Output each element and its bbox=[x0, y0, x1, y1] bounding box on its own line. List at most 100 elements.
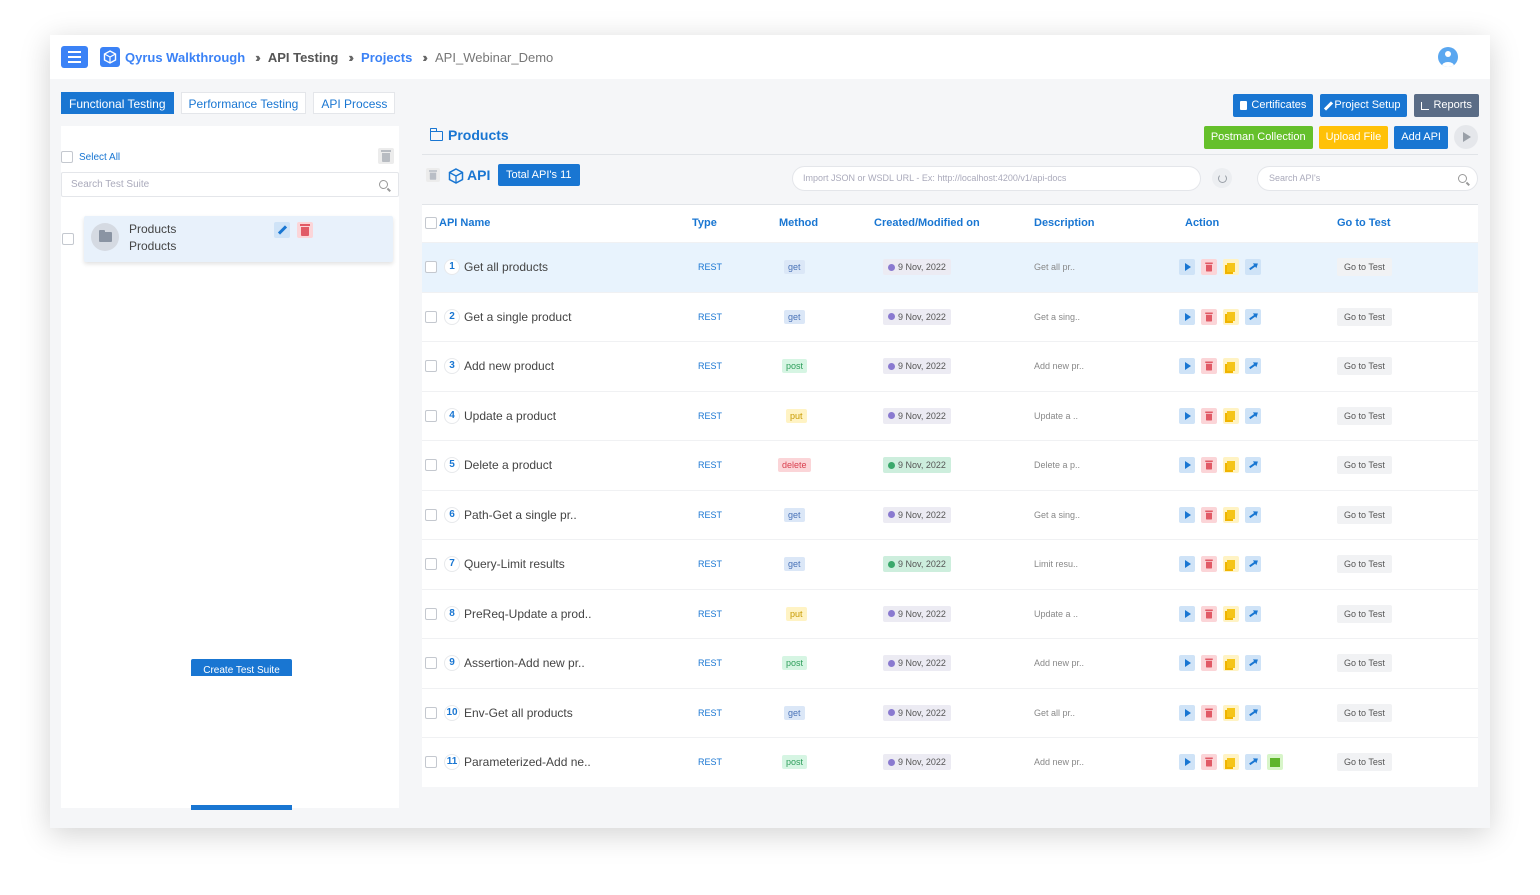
run-play-icon[interactable] bbox=[1179, 506, 1195, 523]
tab-performance-testing[interactable]: Performance Testing bbox=[180, 92, 307, 114]
copy-icon[interactable] bbox=[1223, 704, 1239, 721]
row-checkbox[interactable] bbox=[425, 706, 437, 719]
select-all-apis-checkbox[interactable] bbox=[425, 217, 437, 229]
table-row[interactable]: 6 Path-Get a single pr.. REST get 9 Nov, 202… bbox=[422, 489, 1478, 539]
breadcrumb-workspace[interactable]: Qyrus Walkthrough bbox=[125, 49, 246, 65]
api-name[interactable]: Query-Limit results bbox=[464, 557, 565, 572]
search-test-suite-input[interactable]: Search Test Suite bbox=[61, 172, 399, 197]
share-arrow-icon[interactable] bbox=[1245, 407, 1261, 424]
delete-trash-icon[interactable] bbox=[1201, 457, 1217, 474]
user-avatar-icon[interactable] bbox=[1438, 47, 1458, 67]
share-arrow-icon[interactable] bbox=[1245, 506, 1261, 523]
api-name[interactable]: Env-Get all products bbox=[464, 705, 573, 720]
go-to-test-button[interactable]: Go to Test bbox=[1337, 703, 1392, 722]
refresh-icon[interactable] bbox=[1212, 168, 1232, 188]
copy-icon[interactable] bbox=[1223, 754, 1239, 771]
run-play-icon[interactable] bbox=[1179, 704, 1195, 721]
upload-file-button[interactable]: Upload File bbox=[1318, 125, 1389, 149]
delete-trash-icon[interactable] bbox=[1201, 259, 1217, 276]
share-arrow-icon[interactable] bbox=[1245, 308, 1261, 325]
go-to-test-button[interactable]: Go to Test bbox=[1337, 654, 1392, 673]
row-checkbox[interactable] bbox=[425, 508, 437, 521]
share-arrow-icon[interactable] bbox=[1245, 605, 1261, 622]
api-name[interactable]: Get a single product bbox=[464, 309, 572, 324]
copy-icon[interactable] bbox=[1223, 605, 1239, 622]
project-setup-button[interactable]: Project Setup bbox=[1320, 94, 1408, 117]
edit-pencil-icon[interactable] bbox=[274, 222, 290, 238]
api-name[interactable]: Parameterized-Add ne.. bbox=[464, 755, 591, 770]
api-name[interactable]: Update a product bbox=[464, 408, 557, 423]
run-play-icon[interactable] bbox=[1179, 308, 1195, 325]
table-row[interactable]: 4 Update a product REST put 9 Nov, 2022 Updat… bbox=[422, 390, 1478, 440]
api-name[interactable]: Path-Get a single pr.. bbox=[464, 507, 577, 522]
table-row[interactable]: 9 Assertion-Add new pr.. REST post 9 Nov, 20… bbox=[422, 638, 1478, 688]
go-to-test-button[interactable]: Go to Test bbox=[1337, 604, 1392, 623]
run-play-icon[interactable] bbox=[1179, 556, 1195, 573]
delete-trash-icon[interactable] bbox=[1201, 506, 1217, 523]
delete-trash-icon[interactable] bbox=[1201, 655, 1217, 672]
hamburger-menu-icon[interactable] bbox=[61, 46, 88, 68]
delete-trash-icon[interactable] bbox=[1201, 358, 1217, 375]
share-arrow-icon[interactable] bbox=[1245, 556, 1261, 573]
table-row[interactable]: 3 Add new product REST post 9 Nov, 2022 Add n… bbox=[422, 341, 1478, 391]
copy-icon[interactable] bbox=[1223, 308, 1239, 325]
tab-functional-testing[interactable]: Functional Testing bbox=[61, 92, 174, 114]
run-play-icon[interactable] bbox=[1179, 655, 1195, 672]
table-row[interactable]: 8 PreReq-Update a prod.. REST put 9 Nov, 202… bbox=[422, 588, 1478, 638]
delete-suites-trash-icon[interactable] bbox=[378, 148, 394, 164]
row-checkbox[interactable] bbox=[425, 459, 437, 472]
row-checkbox[interactable] bbox=[425, 409, 437, 422]
share-arrow-icon[interactable] bbox=[1245, 259, 1261, 276]
create-test-suite-button[interactable]: Create Test Suite bbox=[191, 659, 292, 678]
run-play-icon[interactable] bbox=[1179, 457, 1195, 474]
suite-checkbox[interactable] bbox=[62, 233, 74, 245]
book-icon[interactable] bbox=[1267, 754, 1283, 771]
copy-icon[interactable] bbox=[1223, 457, 1239, 474]
delete-trash-icon[interactable] bbox=[297, 222, 313, 238]
table-row[interactable]: 2 Get a single product REST get 9 Nov, 2022 G… bbox=[422, 291, 1478, 341]
run-play-icon[interactable] bbox=[1179, 605, 1195, 622]
api-name[interactable]: Delete a product bbox=[464, 458, 553, 473]
certificates-button[interactable]: Certificates bbox=[1233, 94, 1314, 117]
run-play-icon[interactable] bbox=[1179, 407, 1195, 424]
select-all-checkbox[interactable] bbox=[61, 151, 73, 163]
row-checkbox[interactable] bbox=[425, 607, 437, 620]
delete-trash-icon[interactable] bbox=[1201, 556, 1217, 573]
add-api-button[interactable]: Add API bbox=[1394, 125, 1448, 149]
run-play-icon[interactable] bbox=[1179, 259, 1195, 276]
delete-trash-icon[interactable] bbox=[1201, 754, 1217, 771]
breadcrumb-api-testing[interactable]: API Testing bbox=[267, 49, 339, 65]
run-all-play-icon[interactable] bbox=[1454, 125, 1478, 149]
table-row[interactable]: 10 Env-Get all products REST get 9 Nov, 2022… bbox=[422, 687, 1478, 737]
copy-icon[interactable] bbox=[1223, 506, 1239, 523]
api-name[interactable]: Assertion-Add new pr.. bbox=[464, 656, 585, 671]
api-name[interactable]: PreReq-Update a prod.. bbox=[464, 606, 592, 621]
reports-button[interactable]: Reports bbox=[1414, 94, 1479, 117]
delete-trash-icon[interactable] bbox=[1201, 407, 1217, 424]
share-arrow-icon[interactable] bbox=[1245, 704, 1261, 721]
go-to-test-button[interactable]: Go to Test bbox=[1337, 357, 1392, 376]
table-row[interactable]: 1 Get all products REST get 9 Nov, 2022 Get a… bbox=[422, 242, 1478, 292]
row-checkbox[interactable] bbox=[425, 360, 437, 373]
delete-trash-icon[interactable] bbox=[1201, 308, 1217, 325]
copy-icon[interactable] bbox=[1223, 259, 1239, 276]
share-arrow-icon[interactable] bbox=[1245, 358, 1261, 375]
share-arrow-icon[interactable] bbox=[1245, 754, 1261, 771]
run-play-icon[interactable] bbox=[1179, 358, 1195, 375]
go-to-test-button[interactable]: Go to Test bbox=[1337, 505, 1392, 524]
table-row[interactable]: 5 Delete a product REST delete 9 Nov, 2022 De… bbox=[422, 440, 1478, 490]
import-url-input[interactable]: Import JSON or WSDL URL - Ex: http://loc… bbox=[792, 166, 1201, 191]
go-to-test-button[interactable]: Go to Test bbox=[1337, 406, 1392, 425]
row-checkbox[interactable] bbox=[425, 310, 437, 323]
run-play-icon[interactable] bbox=[1179, 754, 1195, 771]
api-name[interactable]: Get all products bbox=[464, 260, 549, 275]
breadcrumb-projects[interactable]: Projects bbox=[361, 49, 413, 65]
row-checkbox[interactable] bbox=[425, 558, 437, 571]
go-to-test-button[interactable]: Go to Test bbox=[1337, 456, 1392, 475]
tab-api-process[interactable]: API Process bbox=[313, 92, 396, 114]
copy-icon[interactable] bbox=[1223, 556, 1239, 573]
table-row[interactable]: 11 Parameterized-Add ne.. REST post 9 Nov, 2… bbox=[422, 737, 1478, 787]
postman-collection-button[interactable]: Postman Collection bbox=[1203, 125, 1313, 149]
copy-icon[interactable] bbox=[1223, 358, 1239, 375]
go-to-test-button[interactable]: Go to Test bbox=[1337, 753, 1392, 772]
